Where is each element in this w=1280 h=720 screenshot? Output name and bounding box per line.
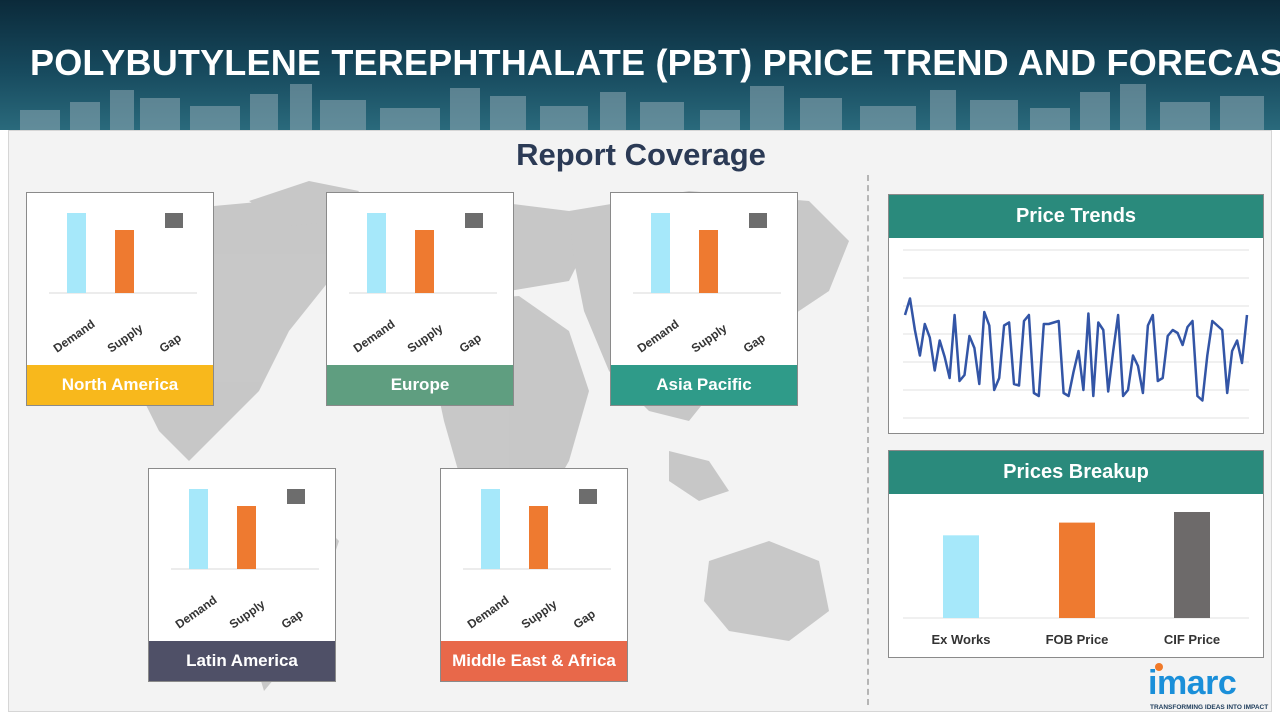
tick-label-ex-works: Ex Works (931, 632, 990, 647)
tick-label-demand: Demand (465, 593, 512, 632)
tick-label-supply: Supply (227, 597, 268, 632)
tick-label-gap: Gap (571, 607, 598, 632)
price-trends-title: Price Trends (889, 195, 1263, 238)
bar-supply (415, 230, 434, 293)
section-divider (867, 175, 869, 705)
tick-label-supply: Supply (519, 597, 560, 632)
bar-demand (651, 213, 670, 293)
region-card-north-america: Demand Supply Gap North America (26, 192, 214, 406)
region-card-europe: Demand Supply Gap Europe (326, 192, 514, 406)
tick-label-demand: Demand (51, 317, 98, 356)
tick-label-supply: Supply (689, 321, 730, 356)
tick-label-gap: Gap (457, 331, 484, 356)
legend-gap-swatch (579, 489, 597, 504)
trend-line-series (903, 297, 1249, 402)
logo-tagline: TRANSFORMING IDEAS INTO IMPACT (1150, 704, 1269, 711)
legend-gap-swatch (287, 489, 305, 504)
report-coverage-title: Report Coverage (516, 137, 766, 172)
tick-label-supply: Supply (405, 321, 446, 356)
bar-cif-price (1174, 512, 1210, 618)
page-title: POLYBUTYLENE TEREPHTHALATE (PBT) PRICE T… (30, 42, 1280, 83)
tick-label-demand: Demand (173, 593, 220, 632)
city-skyline-graphic (20, 84, 1264, 130)
bar-supply (699, 230, 718, 293)
tick-label-gap: Gap (741, 331, 768, 356)
logo-wordmark: imarc (1148, 664, 1237, 702)
region-label-europe: Europe (327, 365, 513, 405)
bar-supply (115, 230, 134, 293)
region-label-north-america: North America (27, 365, 213, 405)
bar-demand (481, 489, 500, 569)
bar-demand (189, 489, 208, 569)
tick-label-cif-price: CIF Price (1164, 632, 1220, 647)
bar-demand (367, 213, 386, 293)
bar-fob-price (1059, 522, 1095, 618)
region-chart-middle-east-africa: Demand Supply Gap (463, 489, 611, 632)
prices-breakup-panel: Prices Breakup Ex Works FOB Price CIF Pric… (888, 450, 1264, 658)
legend-gap-swatch (165, 213, 183, 228)
tick-label-demand: Demand (635, 317, 682, 356)
region-chart-latin-america: Demand Supply Gap (171, 489, 319, 632)
tick-label-demand: Demand (351, 317, 398, 356)
tick-label-gap: Gap (279, 607, 306, 632)
tick-label-gap: Gap (157, 331, 184, 356)
bar-ex-works (943, 535, 979, 618)
report-coverage-area: Report Coverage Demand Supply Gap North Am… (8, 130, 1272, 712)
tick-label-supply: Supply (105, 321, 146, 356)
price-trends-chart (903, 249, 1249, 419)
bar-demand (67, 213, 86, 293)
prices-breakup-title: Prices Breakup (889, 451, 1263, 494)
tick-label-fob-price: FOB Price (1046, 632, 1109, 647)
imarc-logo: imarc TRANSFORMING IDEAS INTO IMPACT (1144, 660, 1274, 718)
legend-gap-swatch (749, 213, 767, 228)
region-card-middle-east-africa: Demand Supply Gap Middle East & Africa (440, 468, 628, 682)
bar-supply (529, 506, 548, 569)
header-banner: POLYBUTYLENE TEREPHTHALATE (PBT) PRICE T… (0, 0, 1280, 130)
region-card-latin-america: Demand Supply Gap Latin America (148, 468, 336, 682)
region-label-latin-america: Latin America (149, 641, 335, 681)
region-card-asia-pacific: Demand Supply Gap Asia Pacific (610, 192, 798, 406)
logo-dot (1155, 663, 1163, 671)
region-label-middle-east-africa: Middle East & Africa (441, 641, 627, 681)
region-chart-north-america: Demand Supply Gap (49, 213, 197, 356)
bar-supply (237, 506, 256, 569)
region-label-asia-pacific: Asia Pacific (611, 365, 797, 405)
price-trends-panel: Price Trends (888, 194, 1264, 434)
legend-gap-swatch (465, 213, 483, 228)
region-chart-europe: Demand Supply Gap (349, 213, 497, 356)
prices-breakup-chart: Ex Works FOB Price CIF Price (903, 512, 1249, 647)
region-chart-asia-pacific: Demand Supply Gap (633, 213, 781, 356)
